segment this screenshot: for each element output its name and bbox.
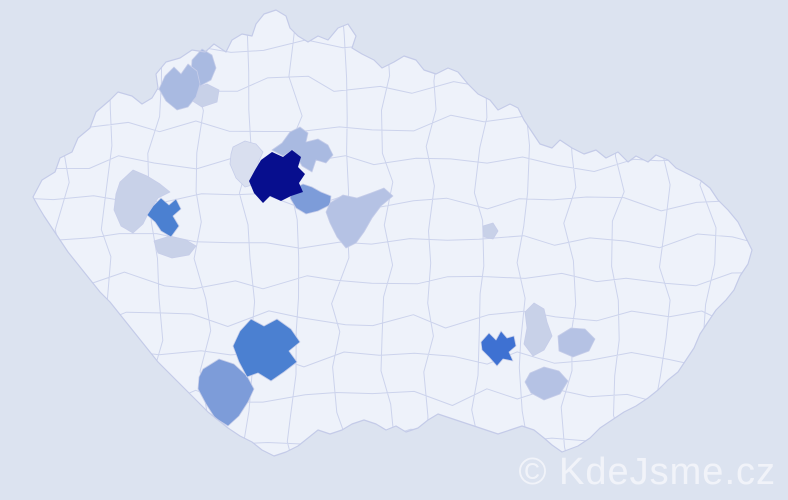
district-southeast-north-area[interactable] — [523, 302, 553, 357]
district-southeast-south-area[interactable] — [524, 366, 569, 401]
country-shape — [33, 10, 752, 456]
highlighted-districts — [113, 48, 596, 427]
district-southeast-east-area[interactable] — [557, 327, 596, 358]
district-capital-center[interactable] — [249, 150, 305, 203]
kdejsme-watermark-link[interactable]: © KdeJsme.cz — [518, 451, 776, 493]
district-center-southeast-of-capital-large[interactable] — [325, 187, 394, 249]
district-west-south-area[interactable] — [153, 235, 197, 259]
district-southeast-city[interactable] — [480, 330, 517, 367]
district-northwest-lower[interactable] — [158, 63, 201, 111]
district-south-city[interactable] — [232, 318, 301, 382]
district-west-city[interactable] — [146, 197, 182, 238]
district-south-southwest-area[interactable] — [197, 358, 255, 427]
district-central-east-small[interactable] — [482, 222, 499, 240]
